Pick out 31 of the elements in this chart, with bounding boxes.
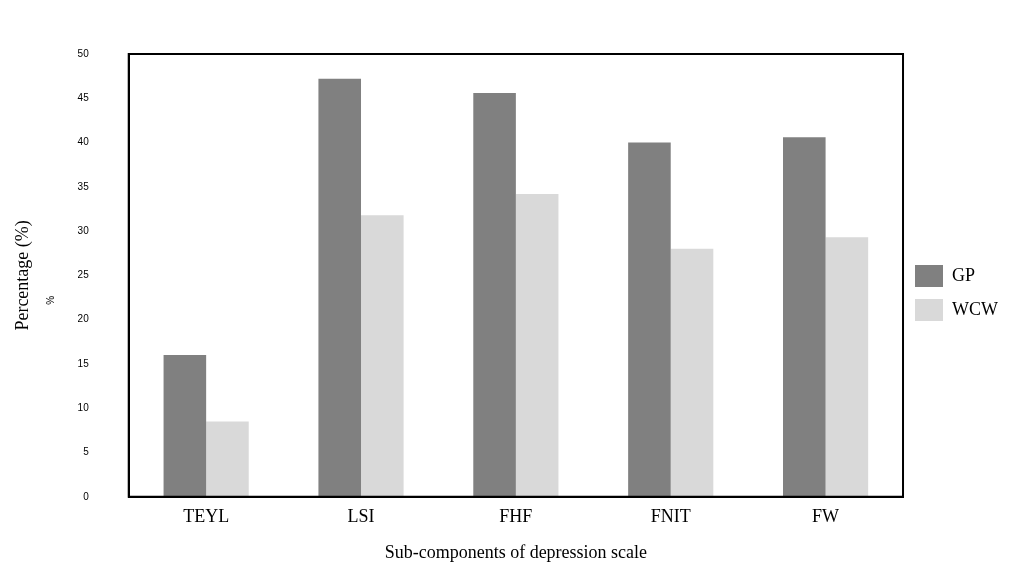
y-tick-label: 10: [77, 401, 90, 413]
x-tick-label: TEYL: [183, 506, 230, 527]
bar: [825, 237, 869, 497]
text: %: [45, 295, 56, 305]
y-tick-label: 20: [77, 313, 90, 325]
y-tick-label: 45: [77, 92, 90, 104]
bar: [206, 421, 249, 497]
y-tick-label: 40: [77, 136, 90, 148]
x-axis-title: Sub-components of depression scale: [384, 541, 648, 562]
x-tick-label: FW: [812, 506, 840, 527]
bar: [318, 78, 362, 497]
x-tick-label: FNIT: [650, 506, 691, 527]
bar: [783, 137, 826, 497]
bar: [163, 355, 207, 497]
x-tick-label: FHF: [499, 506, 533, 527]
y-tick-label: 25: [77, 269, 90, 281]
legend-label: WCW: [952, 298, 999, 319]
x-tick-label: LSI: [347, 506, 375, 527]
bar: [515, 193, 559, 497]
y-tick-label: 5: [83, 446, 90, 458]
y-tick-label: 30: [77, 224, 90, 236]
bar: [361, 215, 404, 497]
bar: [670, 248, 714, 497]
y-tick-label: 35: [77, 180, 90, 192]
bar: [473, 92, 516, 497]
y-axis-title: Percentage (%): [11, 220, 33, 331]
y-tick-label: 50: [77, 47, 90, 59]
y-tick-label: 15: [77, 357, 90, 369]
bar: [628, 142, 671, 497]
y-tick-label: 0: [83, 490, 90, 502]
legend-label: GP: [952, 264, 976, 285]
